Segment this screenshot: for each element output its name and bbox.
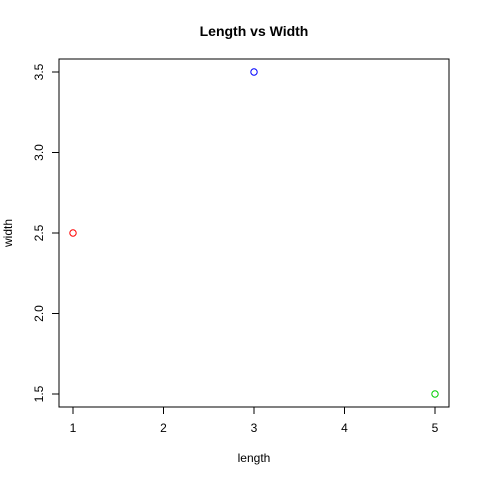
y-tick-label: 2.0 bbox=[32, 305, 46, 322]
data-points bbox=[69, 68, 439, 398]
x-tick-label: 4 bbox=[341, 421, 348, 435]
x-tick-label: 2 bbox=[160, 421, 167, 435]
x-tick-label: 1 bbox=[70, 421, 77, 435]
y-tick-label: 2.5 bbox=[32, 224, 46, 241]
data-point bbox=[69, 229, 77, 237]
chart-title: Length vs Width bbox=[200, 23, 309, 39]
x-axis-label: length bbox=[238, 451, 271, 465]
plot-frame bbox=[58, 58, 450, 408]
x-axis: 1 2 3 4 5 bbox=[70, 406, 439, 435]
y-axis-label: width bbox=[1, 219, 15, 248]
data-point bbox=[431, 390, 439, 398]
y-tick-label: 3.0 bbox=[32, 144, 46, 161]
x-tick-label: 3 bbox=[251, 421, 258, 435]
data-point bbox=[250, 68, 258, 76]
y-tick-label: 3.5 bbox=[32, 63, 46, 80]
y-tick-label: 1.5 bbox=[32, 385, 46, 402]
x-tick-label: 5 bbox=[432, 421, 439, 435]
y-axis: 1.5 2.0 2.5 3.0 3.5 bbox=[32, 63, 60, 402]
